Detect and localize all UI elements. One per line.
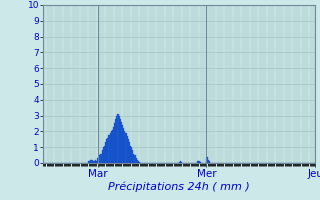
Bar <box>88 161 89 163</box>
Bar <box>198 161 199 163</box>
Bar <box>106 139 107 163</box>
Bar <box>206 157 207 163</box>
Bar <box>139 162 140 163</box>
Bar <box>136 158 137 163</box>
Bar <box>200 162 201 163</box>
Bar <box>92 161 94 163</box>
Bar <box>101 150 103 163</box>
Bar <box>123 128 124 163</box>
Bar <box>122 125 123 163</box>
Bar <box>134 155 136 163</box>
Bar <box>131 147 132 163</box>
Bar <box>109 133 111 163</box>
Bar <box>125 133 126 163</box>
Bar <box>99 155 100 163</box>
Bar <box>180 161 181 163</box>
Bar <box>179 162 180 163</box>
Bar <box>95 160 96 163</box>
Bar <box>115 119 116 163</box>
Bar <box>199 161 200 163</box>
Bar <box>137 160 138 163</box>
Bar <box>108 135 109 163</box>
Bar <box>207 157 208 163</box>
Bar <box>104 146 105 163</box>
Bar <box>94 161 95 163</box>
Bar <box>126 136 128 163</box>
Bar <box>121 122 122 163</box>
Bar <box>98 157 99 163</box>
Bar <box>111 131 112 163</box>
Bar <box>117 114 119 163</box>
Bar <box>116 116 117 163</box>
Bar <box>103 147 104 163</box>
Bar <box>90 160 92 163</box>
Bar <box>124 131 125 163</box>
Bar <box>113 127 114 163</box>
Bar <box>112 130 113 163</box>
Bar <box>132 150 133 163</box>
Bar <box>114 123 115 163</box>
Bar <box>130 146 131 163</box>
Bar <box>100 154 101 163</box>
Bar <box>138 161 139 163</box>
Bar <box>129 142 130 163</box>
Bar <box>209 161 210 163</box>
Bar <box>119 116 120 163</box>
Bar <box>107 138 108 163</box>
Bar <box>89 161 90 163</box>
Bar <box>181 162 182 163</box>
Bar <box>197 161 198 163</box>
Bar <box>96 161 97 163</box>
Bar <box>97 158 98 163</box>
Bar <box>105 142 106 163</box>
Bar <box>133 154 134 163</box>
Bar <box>120 119 121 163</box>
Bar <box>208 160 209 163</box>
X-axis label: Précipitations 24h ( mm ): Précipitations 24h ( mm ) <box>108 181 250 192</box>
Bar <box>128 139 129 163</box>
